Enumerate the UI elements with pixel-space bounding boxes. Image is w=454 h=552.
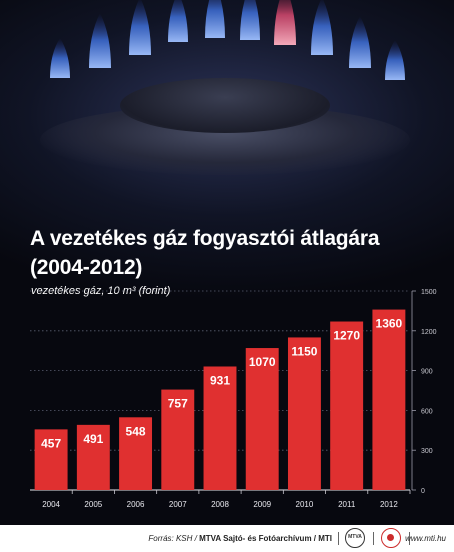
footer-divider	[409, 532, 410, 545]
y-tick-label: 0	[421, 488, 425, 495]
flame-shape	[168, 0, 188, 42]
x-tick-label: 2007	[169, 500, 187, 509]
bar-value-label: 1270	[333, 329, 360, 343]
y-tick-label: 600	[421, 408, 433, 415]
x-tick-label: 2006	[127, 500, 145, 509]
bar	[372, 309, 406, 490]
chart-title-line2: (2004-2012)	[30, 256, 143, 279]
bar-value-label: 1360	[376, 317, 403, 331]
flame-shape	[311, 0, 333, 55]
y-tick-label: 1500	[421, 289, 437, 296]
chart-title: A vezetékes gáz fogyasztói átlagára (200…	[30, 224, 430, 282]
flame-shape	[385, 40, 405, 80]
mtva-logo: MTVA	[345, 528, 365, 548]
flame-shape	[240, 0, 260, 40]
bar	[161, 389, 195, 490]
bar-value-label: 1150	[291, 344, 317, 358]
flame-shape	[50, 38, 70, 78]
x-tick-label: 2009	[253, 500, 271, 509]
flame-shape	[89, 13, 111, 68]
bar-value-label: 931	[210, 373, 230, 387]
chart-subtitle: vezetékes gáz, 10 m³ (forint)	[31, 285, 171, 297]
chart-title-line1: A vezetékes gáz fogyasztói átlagára	[30, 227, 380, 250]
burner-cap-image	[120, 78, 330, 133]
x-tick-label: 2011	[338, 500, 356, 509]
gas-flames-image	[50, 0, 405, 80]
bar-value-label: 548	[126, 424, 146, 438]
bar	[287, 337, 321, 490]
x-tick-label: 2004	[42, 500, 60, 509]
bar-chart: 0 300 600 900 1200 1500 457 2004 491 2005 548 2006 7…	[30, 289, 437, 509]
footer: Forrás: KSH / MTVA Sajtó- és Fotóarchívu…	[0, 525, 454, 552]
bar-value-label: 491	[83, 432, 103, 446]
y-tick-label: 900	[421, 369, 433, 376]
bar	[245, 348, 279, 490]
flame-shape	[129, 0, 151, 55]
flame-shape	[349, 16, 371, 68]
y-tick-label: 300	[421, 448, 433, 455]
bar	[119, 417, 153, 490]
x-tick-label: 2010	[296, 500, 314, 509]
source-credit: Forrás: KSH / MTVA Sajtó- és Fotóarchívu…	[148, 534, 332, 543]
x-tick-label: 2008	[211, 500, 229, 509]
flame-shape	[205, 0, 225, 38]
mti-logo	[381, 528, 401, 548]
bar	[330, 321, 364, 490]
bar-value-label: 757	[168, 397, 188, 411]
source-archive: MTVA Sajtó- és Fotóarchívum / MTI	[199, 534, 332, 543]
source-prefix: Forrás: KSH /	[148, 534, 197, 543]
bar	[76, 424, 110, 490]
bar-value-label: 457	[41, 436, 61, 450]
footer-divider	[373, 532, 374, 545]
mti-url[interactable]: www.mti.hu	[405, 534, 446, 543]
x-tick-label: 2012	[380, 500, 398, 509]
bar	[34, 429, 68, 490]
bar	[203, 366, 237, 490]
footer-divider	[338, 532, 339, 545]
y-tick-label: 1200	[421, 329, 437, 336]
flame-shape	[274, 0, 296, 45]
x-tick-label: 2005	[84, 500, 102, 509]
bar-value-label: 1070	[249, 355, 276, 369]
